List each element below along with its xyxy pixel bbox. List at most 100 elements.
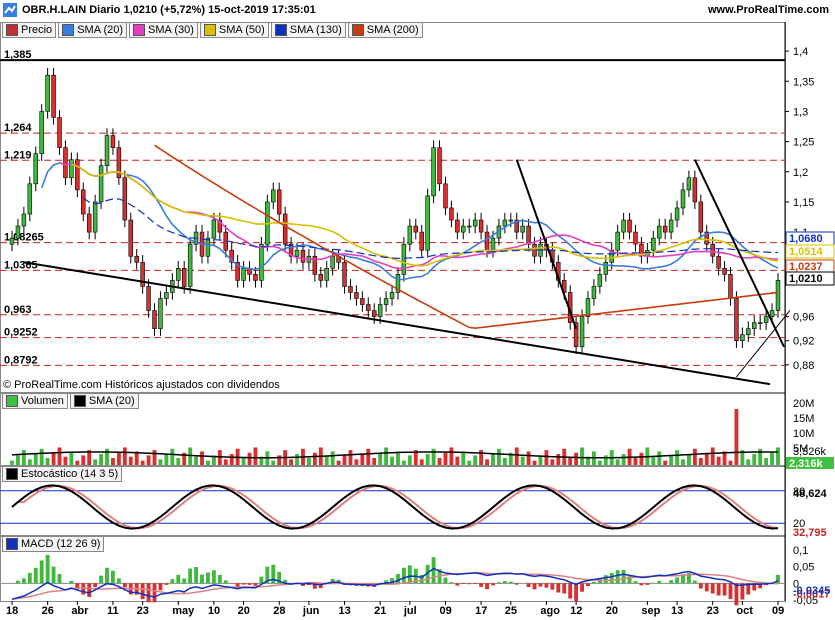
- legend-swatch-icon: [6, 468, 18, 480]
- volume-bar: [146, 455, 151, 465]
- x-tick-label: 11: [107, 605, 119, 617]
- macd-hist-bar: [443, 577, 448, 584]
- candle-body: [722, 268, 727, 275]
- candle-body: [526, 225, 531, 245]
- candle-body: [205, 237, 211, 257]
- volume-tick-label: 20M: [793, 398, 814, 410]
- candle-body: [288, 243, 294, 257]
- x-tick-label: 13: [671, 605, 683, 617]
- x-tick-label: 21: [374, 605, 386, 617]
- macd-hist-bar: [580, 583, 584, 592]
- macd-hist-bar: [496, 582, 501, 584]
- trendline: [23, 261, 771, 386]
- volume-bar: [413, 450, 418, 465]
- volume-bar: [295, 454, 299, 465]
- macd-hist-bar: [57, 573, 62, 584]
- candle-body: [282, 213, 288, 245]
- macd-hist-bar: [401, 567, 406, 584]
- candle-body: [698, 201, 704, 233]
- candle-body: [716, 255, 721, 269]
- sma130-line: [82, 197, 779, 260]
- macd-hist-bar: [87, 583, 92, 597]
- candle-body: [757, 322, 763, 324]
- candle-body: [330, 255, 335, 269]
- volume-bar: [194, 456, 199, 465]
- volume-bar: [716, 456, 721, 465]
- candle-body: [140, 261, 145, 287]
- candle-body: [662, 225, 668, 233]
- volume-bar: [390, 456, 394, 465]
- volume-bar: [502, 458, 507, 465]
- macd-hist-bar: [146, 583, 151, 603]
- volume-bar: [508, 452, 513, 465]
- macd-tick-label: 0,05: [793, 562, 814, 574]
- volume-bar: [568, 458, 573, 465]
- candle-body: [92, 201, 98, 233]
- volume-bar: [164, 454, 169, 465]
- price-legend-item[interactable]: SMA (50): [199, 22, 269, 38]
- price-legend-item[interactable]: SMA (130): [270, 22, 346, 38]
- candle-body: [271, 189, 276, 203]
- candle-body: [763, 316, 769, 323]
- volume-bar: [206, 460, 210, 465]
- macd-hist-bar: [45, 554, 50, 584]
- volume-bar: [663, 460, 668, 465]
- macd-hist-bar: [158, 583, 163, 591]
- volume-bar: [372, 458, 377, 465]
- legend-label: SMA (30): [148, 24, 194, 36]
- candle-body: [300, 249, 306, 263]
- volume-bar: [378, 452, 383, 465]
- volume-bar: [473, 455, 478, 465]
- volume-legend-item[interactable]: Volumen: [2, 393, 68, 409]
- stoch-legend-item[interactable]: Estocástico (14 3 5): [2, 466, 123, 482]
- price-tick-label: 1,4: [793, 46, 808, 58]
- volume-legend-item[interactable]: SMA (20): [69, 393, 139, 409]
- legend-label: SMA (200): [366, 24, 419, 36]
- stoch-tick-label: 80: [793, 486, 805, 498]
- macd-hist-bar: [21, 578, 26, 584]
- price-legend-item[interactable]: SMA (200): [347, 22, 423, 38]
- macd-hist-bar: [734, 583, 739, 606]
- macd-legend-item[interactable]: MACD (12 26 9): [2, 536, 105, 552]
- volume-bar: [586, 456, 590, 465]
- price-legend-item[interactable]: SMA (20): [58, 22, 128, 38]
- macd-hist-bar: [586, 583, 590, 587]
- volume-bar: [122, 447, 127, 465]
- macd-hist-bar: [265, 566, 270, 584]
- legend-swatch-icon: [73, 395, 86, 407]
- macd-hist-bar: [502, 581, 507, 584]
- macd-hist-bar: [532, 583, 537, 590]
- volume-legend: Volumen SMA (20): [2, 393, 139, 409]
- candle-body: [449, 207, 454, 221]
- volume-bar: [704, 452, 709, 465]
- candle-body: [728, 274, 733, 299]
- site-name[interactable]: www.ProRealTime.com: [707, 4, 829, 16]
- volume-bar: [63, 456, 68, 465]
- stoch-main-line: [11, 484, 779, 530]
- volume-tick-label: 10M: [793, 428, 814, 440]
- x-tick-label: may: [172, 605, 195, 617]
- macd-hist-bar: [479, 583, 484, 587]
- volume-bar: [461, 451, 466, 465]
- x-tick-label: 18: [6, 605, 18, 617]
- volume-bar: [182, 452, 187, 465]
- volume-bar: [425, 454, 430, 465]
- x-tick-label: jun: [302, 605, 320, 617]
- x-tick-label: 25: [505, 605, 517, 617]
- x-tick-label: 09: [772, 605, 784, 617]
- price-tick-label: 1,2: [793, 167, 808, 179]
- candle-body: [152, 310, 157, 329]
- level-label: 1,0365: [4, 259, 38, 271]
- candle-body: [318, 274, 324, 281]
- macd-hist-bar: [39, 560, 44, 584]
- macd-hist-bar: [182, 578, 187, 584]
- candle-body: [401, 243, 407, 275]
- price-legend-item[interactable]: SMA (30): [129, 22, 198, 38]
- macd-hist-bar: [752, 583, 757, 591]
- price-tag: [785, 244, 835, 259]
- price-legend-item[interactable]: Precio: [2, 22, 57, 38]
- volume-bar: [75, 460, 80, 465]
- x-tick-label: 26: [42, 605, 54, 617]
- price-tag: [785, 271, 835, 286]
